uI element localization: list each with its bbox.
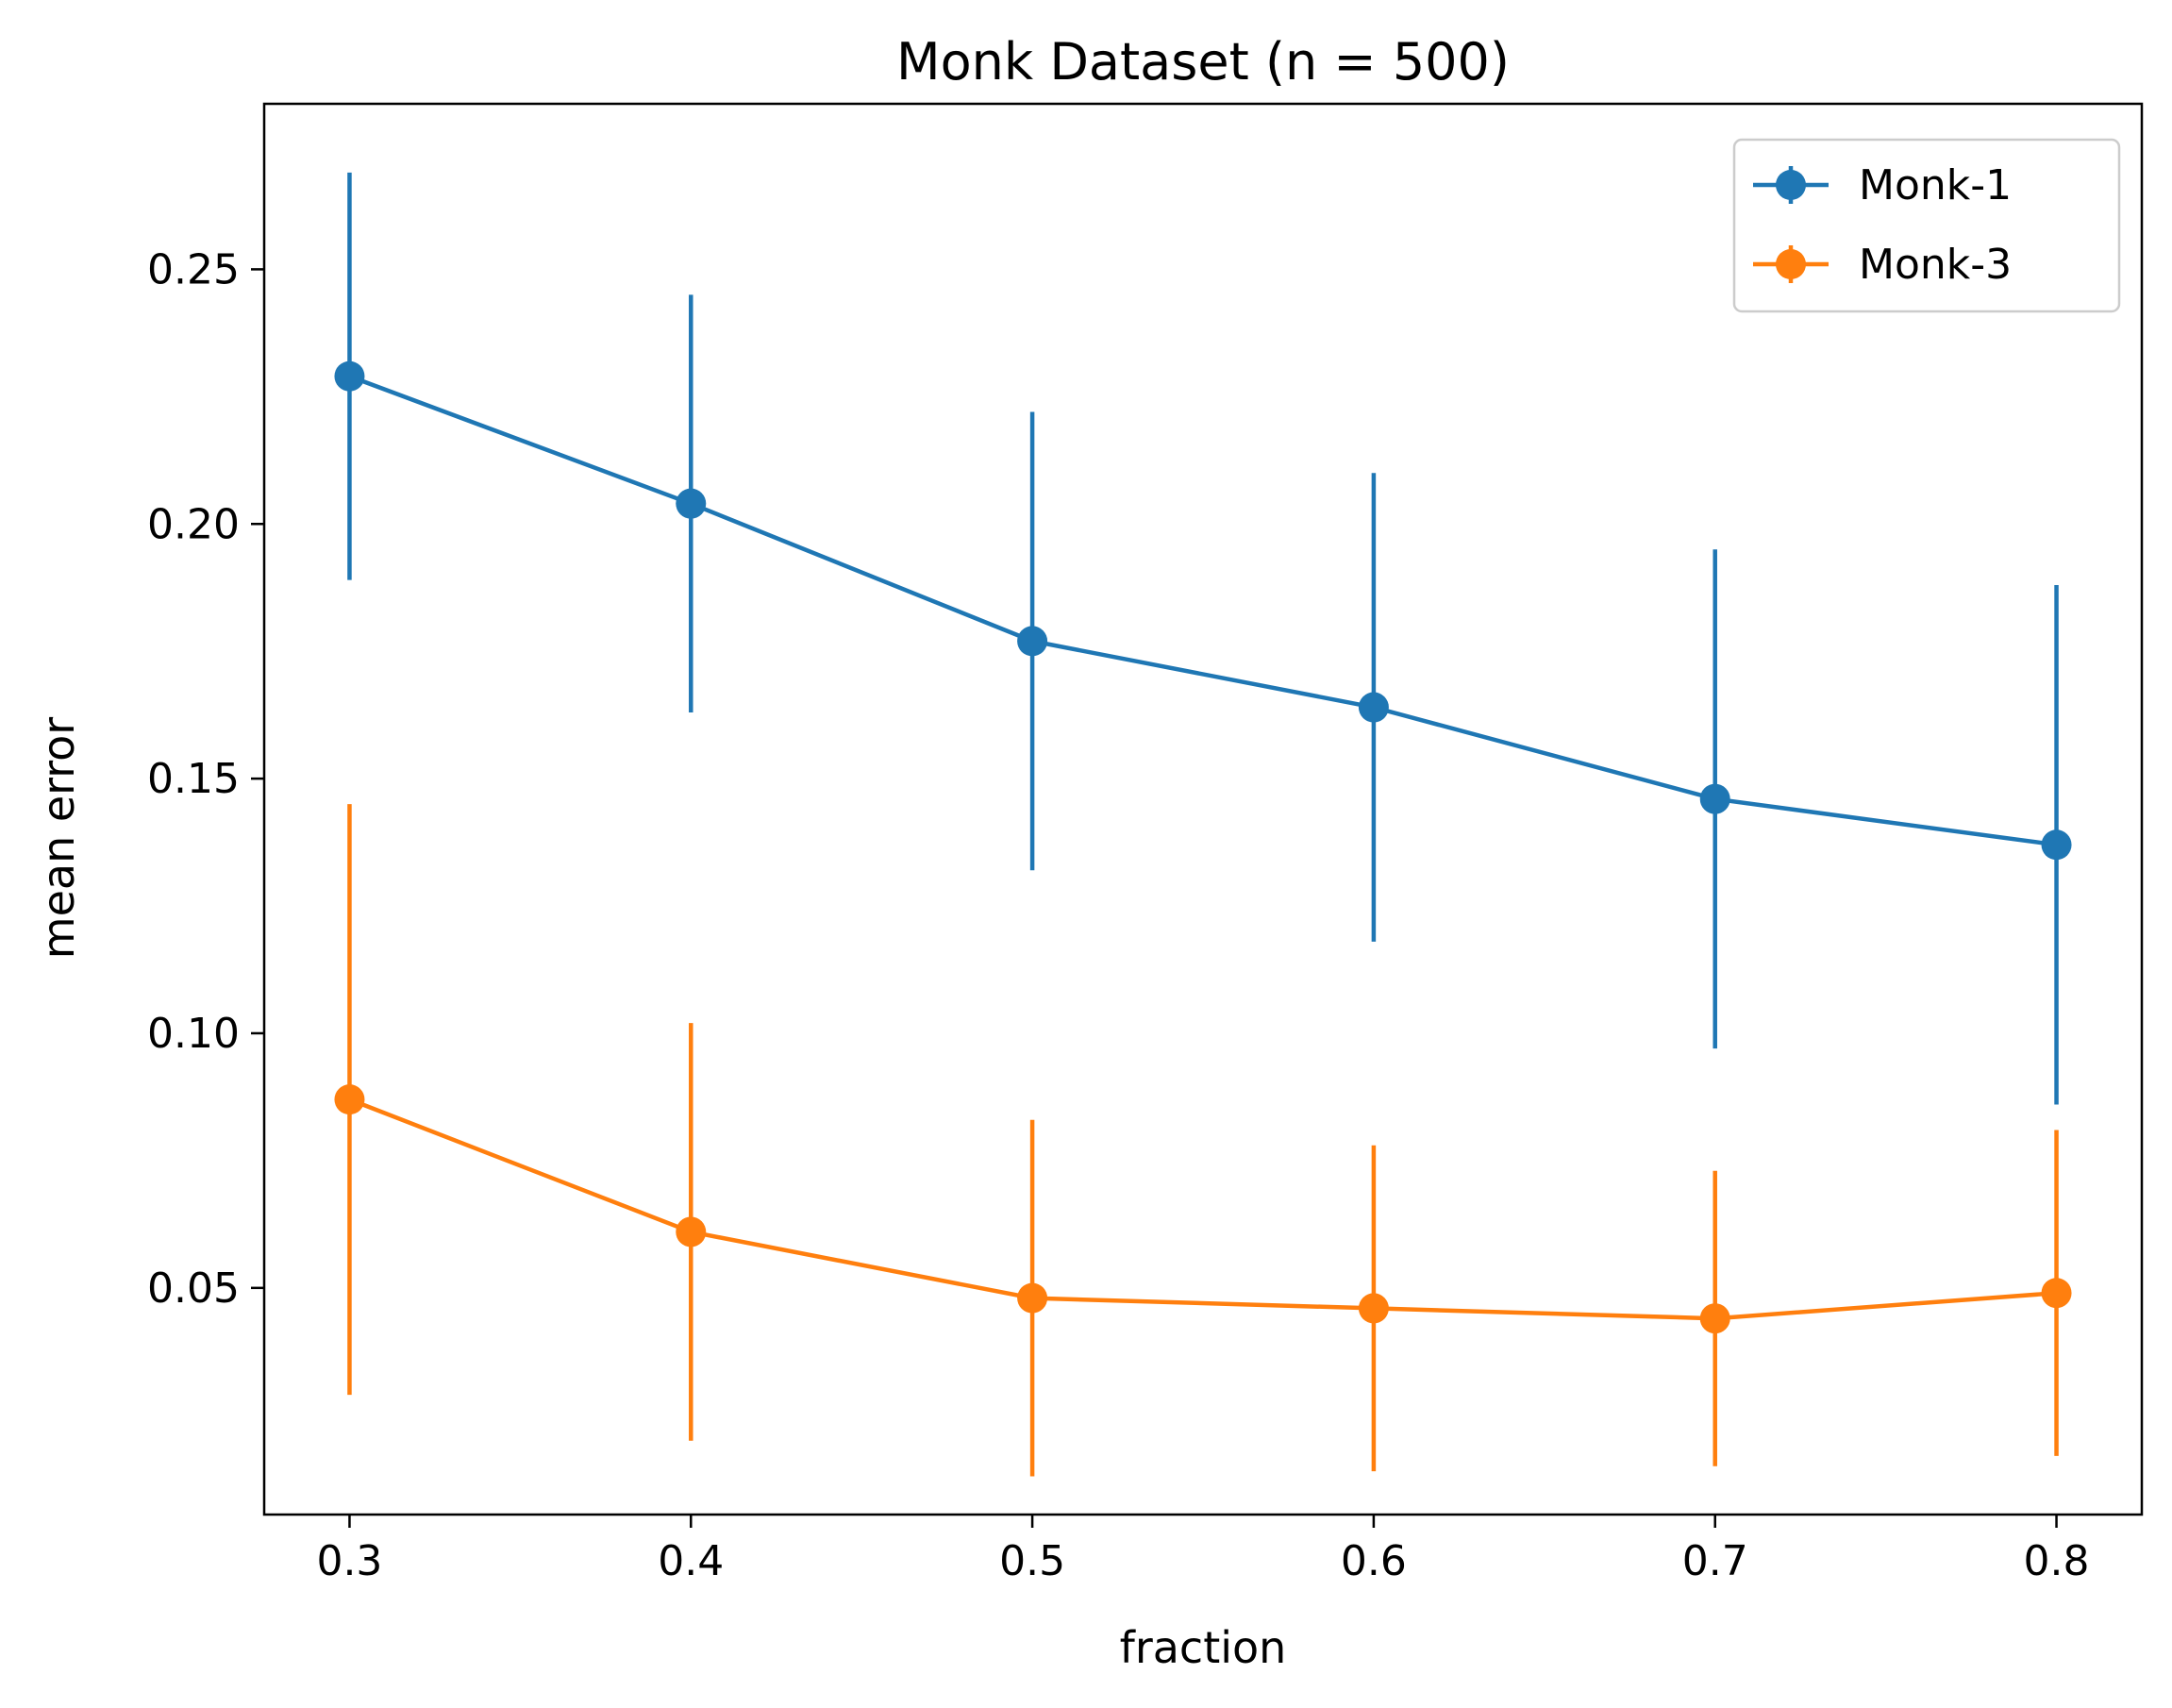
series-monk-1 bbox=[334, 172, 2072, 1105]
x-tick-label: 0.5 bbox=[999, 1537, 1065, 1585]
legend-marker bbox=[1776, 170, 1806, 200]
x-tick-label: 0.4 bbox=[658, 1537, 724, 1585]
legend-label: Monk-3 bbox=[1859, 241, 2012, 289]
plot-frame bbox=[262, 102, 2144, 1516]
data-point bbox=[1699, 783, 1730, 814]
legend-entry: Monk-3 bbox=[1753, 241, 2012, 289]
x-tick-label: 0.3 bbox=[316, 1537, 382, 1585]
x-tick-label: 0.8 bbox=[2024, 1537, 2090, 1585]
y-tick-label: 0.05 bbox=[147, 1264, 240, 1313]
series-monk-3 bbox=[334, 804, 2072, 1477]
x-tick-label: 0.7 bbox=[1682, 1537, 1748, 1585]
legend-entry: Monk-1 bbox=[1753, 161, 2012, 209]
data-point bbox=[1017, 1282, 1048, 1314]
data-point bbox=[334, 360, 365, 392]
data-point bbox=[1358, 1293, 1389, 1324]
data-point bbox=[2041, 829, 2072, 861]
x-axis-title: fraction bbox=[1120, 1622, 1287, 1673]
legend: Monk-1 Monk-3 bbox=[1732, 138, 2121, 313]
data-point bbox=[1358, 692, 1389, 723]
legend-marker bbox=[1776, 249, 1806, 279]
y-axis-title: mean error bbox=[33, 717, 84, 960]
y-tick-label: 0.15 bbox=[147, 755, 240, 803]
y-tick-label: 0.25 bbox=[147, 245, 240, 293]
x-axis: 0.3 0.4 0.5 0.6 0.7 0.8 bbox=[316, 1515, 2090, 1585]
series-line bbox=[348, 1097, 2057, 1321]
x-tick-label: 0.6 bbox=[1341, 1537, 1407, 1585]
series-line bbox=[348, 374, 2057, 847]
plot-area bbox=[334, 172, 2072, 1477]
y-tick-label: 0.20 bbox=[147, 500, 240, 548]
y-tick-label: 0.10 bbox=[147, 1010, 240, 1058]
chart-title: Monk Dataset (n = 500) bbox=[896, 32, 1510, 92]
data-point bbox=[676, 488, 707, 519]
data-point bbox=[1017, 626, 1048, 657]
y-axis: 0.05 0.10 0.15 0.20 0.25 bbox=[147, 245, 264, 1313]
data-point bbox=[676, 1216, 707, 1248]
legend-box bbox=[1732, 138, 2121, 313]
data-point bbox=[2041, 1278, 2072, 1309]
data-point bbox=[334, 1084, 365, 1115]
legend-label: Monk-1 bbox=[1859, 161, 2012, 209]
data-point bbox=[1699, 1303, 1730, 1334]
